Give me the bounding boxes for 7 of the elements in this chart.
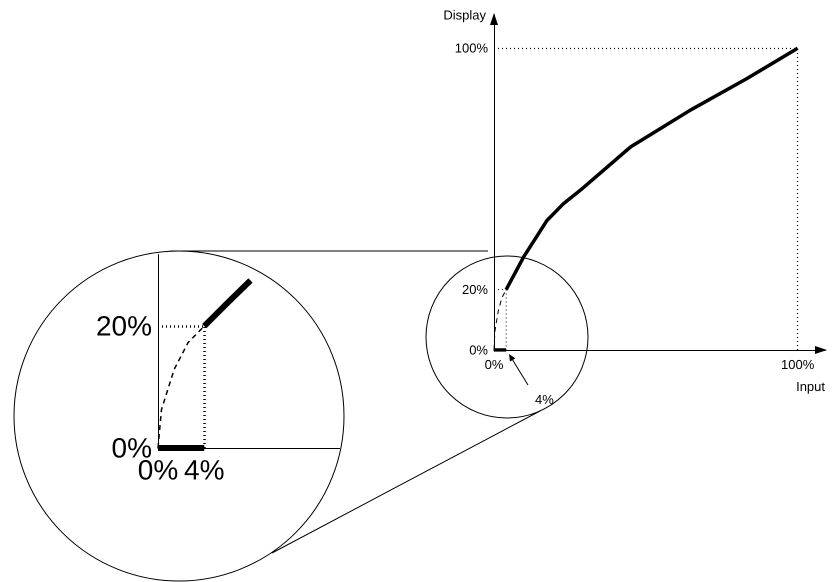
y-axis-title: Display [443, 8, 486, 22]
y-tick-label: 0% [469, 342, 488, 358]
text: 4% [534, 392, 554, 407]
y-tick-label: 20% [462, 282, 488, 298]
y-tick-label: 100% [454, 40, 488, 56]
x-axis-title: Input [796, 379, 826, 394]
y-tick-label: 20% [96, 310, 152, 342]
